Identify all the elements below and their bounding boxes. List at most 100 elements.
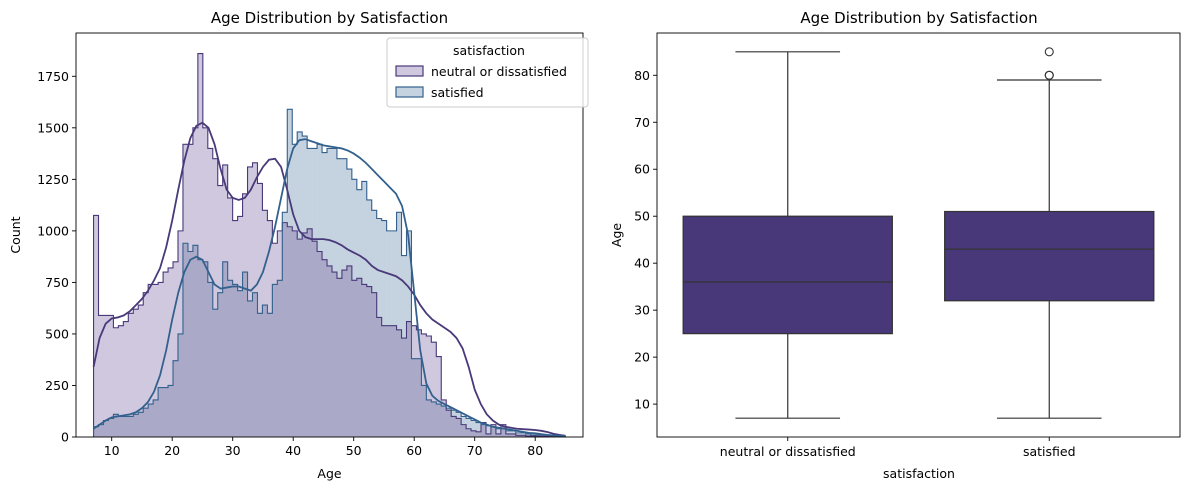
y-tick-label: 1250 — [37, 172, 69, 187]
bar-overlap — [173, 360, 179, 437]
histogram-title: Age Distribution by Satisfaction — [211, 9, 448, 27]
bar-neutral — [143, 292, 149, 437]
bar-neutral — [138, 305, 144, 437]
histogram-plot-area — [92, 53, 567, 437]
legend-label-satisfied: satisfied — [431, 85, 484, 100]
bar-neutral — [436, 356, 442, 437]
bar-overlap — [426, 399, 432, 437]
bar-overlap — [505, 433, 512, 437]
bar-satisfied — [396, 212, 402, 437]
bar-overlap — [391, 325, 397, 437]
bar-neutral — [153, 284, 159, 437]
bar-neutral — [197, 53, 204, 437]
bar-overlap — [133, 414, 139, 437]
legend-swatch-neutral — [395, 65, 424, 77]
y-tick-label: 1500 — [37, 120, 69, 135]
bar-satisfied — [485, 425, 492, 437]
bar-overlap — [515, 435, 522, 437]
bar-neutral — [108, 315, 114, 437]
x-tick-label: satisfied — [1023, 444, 1076, 459]
bar-satisfied — [471, 420, 477, 437]
histogram-axes: 10 20 30 40 50 60 70 80 0 250 500 750 1000 1250 1500 17… — [37, 32, 584, 458]
legend: satisfaction neutral or dissatisfied sat… — [386, 37, 589, 108]
y-tick-label: 80 — [634, 68, 650, 83]
bar-overlap — [93, 426, 99, 437]
bar-neutral — [173, 261, 179, 437]
histogram-panel: Age Distribution by Satisfaction 10 20 30 4… — [8, 9, 589, 481]
bar-overlap — [168, 385, 174, 437]
bar-overlap — [197, 259, 204, 437]
x-tick-label: 20 — [164, 443, 180, 458]
legend-label-neutral: neutral or dissatisfied — [431, 64, 567, 79]
bar-overlap — [237, 290, 243, 437]
bar-overlap — [232, 284, 238, 437]
bar-overlap — [163, 387, 169, 437]
legend-swatch-satisfied — [395, 86, 424, 98]
boxplot-x-label: satisfaction — [883, 466, 955, 481]
x-tick-label: neutral or dissatisfied — [720, 444, 856, 459]
bar-overlap — [351, 280, 358, 437]
bar-overlap — [481, 424, 487, 437]
bar-overlap — [138, 412, 144, 437]
bar-neutral — [431, 342, 437, 437]
bar-overlap — [123, 416, 129, 437]
bar-overlap — [386, 325, 392, 437]
y-tick-label: 750 — [45, 275, 69, 290]
bar-overlap — [202, 261, 209, 437]
bar-neutral — [93, 215, 99, 437]
bar-overlap — [247, 300, 253, 437]
bar-overlap — [490, 426, 497, 437]
bar-overlap — [272, 284, 278, 437]
bar-overlap — [456, 418, 462, 437]
bar-satisfied — [495, 428, 502, 437]
bar-neutral — [158, 282, 164, 437]
bar-overlap — [177, 333, 184, 437]
boxplot-axes: 10 20 30 40 50 60 70 80 neutral or dissatisfied s… — [634, 32, 1181, 459]
bar-overlap — [446, 410, 452, 437]
y-tick-label: 1750 — [37, 69, 69, 84]
bar-overlap — [366, 286, 373, 437]
x-tick-label: 80 — [527, 443, 543, 458]
bar-overlap — [371, 292, 377, 437]
bar-satisfied — [476, 422, 482, 437]
bar-overlap — [396, 329, 402, 437]
bar-overlap — [297, 239, 303, 437]
bar-overlap — [317, 251, 323, 437]
bar-overlap — [118, 416, 124, 437]
outlier-point — [1044, 70, 1054, 80]
histogram-y-label: Count — [8, 216, 23, 253]
bar-overlap — [252, 292, 258, 437]
bar-overlap — [103, 420, 109, 437]
bar-overlap — [485, 433, 492, 437]
bar-neutral — [98, 315, 104, 437]
bar-overlap — [98, 424, 104, 437]
bar-overlap — [302, 232, 308, 437]
bar-neutral — [123, 321, 129, 437]
box-iqr — [944, 210, 1155, 302]
bar-overlap — [143, 408, 149, 437]
bar-overlap — [207, 282, 214, 437]
bar-overlap — [153, 399, 159, 437]
bar-overlap — [411, 358, 417, 437]
bar-overlap — [461, 424, 467, 437]
bar-overlap — [336, 278, 343, 437]
bar-overlap — [441, 406, 447, 437]
bar-overlap — [277, 280, 283, 437]
bar-overlap — [227, 280, 233, 437]
y-tick-label: 20 — [634, 350, 650, 365]
bar-overlap — [495, 433, 502, 437]
bar-overlap — [510, 433, 517, 437]
bar-overlap — [341, 270, 348, 437]
bar-overlap — [148, 404, 154, 437]
bar-overlap — [406, 321, 412, 437]
bar-overlap — [471, 430, 477, 437]
bar-neutral — [148, 284, 154, 437]
bar-overlap — [436, 404, 442, 437]
bar-overlap — [322, 259, 328, 437]
y-tick-label: 30 — [634, 303, 650, 318]
y-tick-label: 40 — [634, 256, 650, 271]
bar-overlap — [476, 431, 482, 437]
y-tick-label: 250 — [45, 378, 69, 393]
